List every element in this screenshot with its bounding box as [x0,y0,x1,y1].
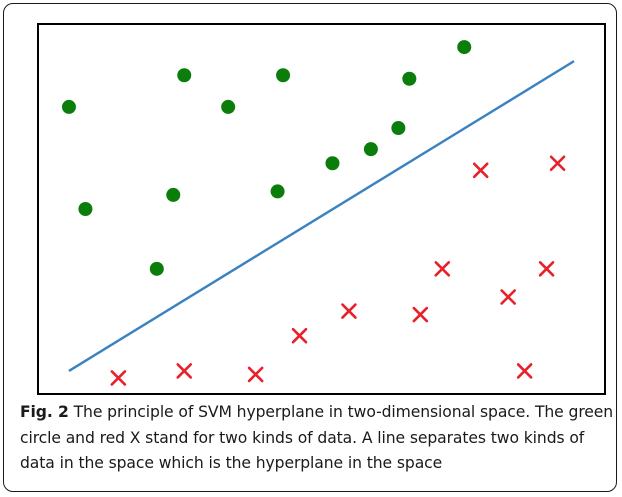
red-x-point [472,162,489,179]
green-circle-point [325,156,340,171]
red-x-point [549,155,566,172]
green-circle-point [221,99,236,114]
figure-frame: Fig. 2 The principle of SVM hyperplane i… [3,3,617,492]
figure-label: Fig. 2 [20,403,69,421]
scatter-plot [61,40,575,386]
hyperplane-line [68,60,575,372]
red-x-point [538,261,555,277]
green-circle-point [166,187,181,202]
red-x-point [500,289,516,305]
green-circle-point [363,142,378,157]
green-circle-point [149,261,164,276]
green-circle-point [276,68,291,83]
red-x-point [412,306,429,323]
red-x-point [247,366,264,383]
red-x-point [291,327,308,344]
green-circle-point [402,71,417,86]
green-circle-point [391,121,406,136]
figure-caption: Fig. 2 The principle of SVM hyperplane i… [20,400,616,477]
red-x-point [176,363,193,379]
red-x-point [341,303,357,319]
green-circle-point [78,202,93,216]
red-x-point [110,370,127,386]
red-x-point [516,363,533,379]
green-circle-point [457,40,472,55]
red-x-point [434,261,451,277]
green-circle-point [177,68,192,83]
green-circle-point [270,184,285,199]
figure-caption-text: The principle of SVM hyperplane in two-d… [20,403,614,472]
green-circle-point [61,99,76,114]
plot-area [37,23,606,395]
